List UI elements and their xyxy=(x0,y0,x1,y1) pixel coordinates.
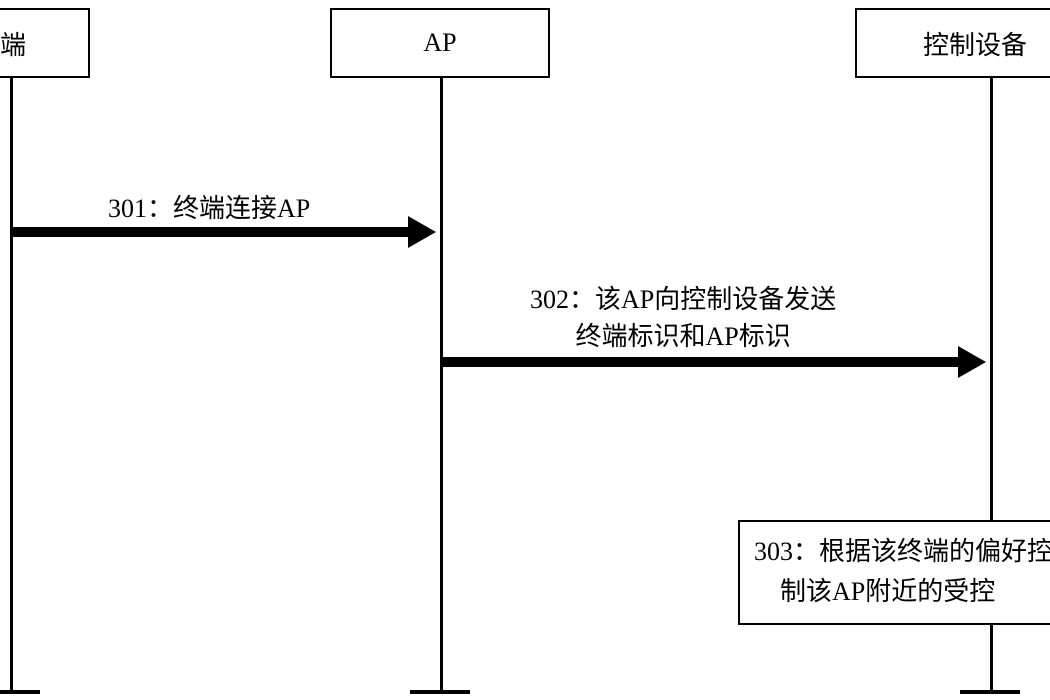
lifeline-ap xyxy=(440,78,443,692)
actor-terminal-label: 终端 xyxy=(0,25,26,62)
message-301-line xyxy=(12,227,410,237)
message-302-arrowhead xyxy=(958,346,986,378)
sequence-diagram: 终端 AP 控制设备 301：终端连接AP 302：该AP向控制设备发送 终端标… xyxy=(0,0,1050,700)
actor-ap-box: AP xyxy=(330,8,550,78)
actor-controller-label: 控制设备 xyxy=(923,25,1027,62)
note-303-line2: 制该AP附近的受控 xyxy=(754,572,1050,612)
note-303-box: 303：根据该终端的偏好控 制该AP附近的受控 xyxy=(738,520,1050,625)
actor-controller-box: 控制设备 xyxy=(855,8,1050,78)
message-302-label: 302：该AP向控制设备发送 终端标识和AP标识 xyxy=(530,279,836,353)
message-301-label: 301：终端连接AP xyxy=(108,188,310,225)
actor-terminal-box: 终端 xyxy=(0,8,90,78)
message-302-line xyxy=(442,357,960,367)
lifeline-terminal-cap xyxy=(0,690,40,694)
lifeline-ap-cap xyxy=(410,690,470,694)
actor-ap-label: AP xyxy=(423,28,456,58)
message-302-label-line1: 302：该AP向控制设备发送 xyxy=(530,279,836,316)
message-301-arrowhead xyxy=(408,216,436,248)
lifeline-controller-cap xyxy=(960,690,1020,694)
lifeline-terminal xyxy=(10,78,13,692)
message-302-label-line2: 终端标识和AP标识 xyxy=(530,316,836,353)
note-303-line1: 303：根据该终端的偏好控 xyxy=(754,532,1050,572)
